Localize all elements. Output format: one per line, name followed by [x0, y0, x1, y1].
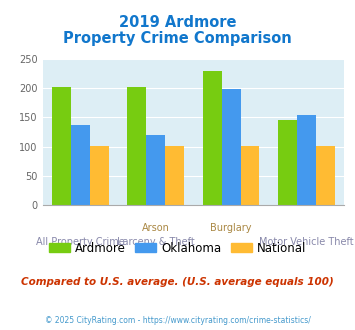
Bar: [165, 146, 184, 205]
Text: Property Crime Comparison: Property Crime Comparison: [63, 31, 292, 46]
Bar: [241, 146, 260, 205]
Text: Arson: Arson: [142, 223, 170, 233]
Bar: [71, 125, 90, 205]
Text: Burglary: Burglary: [211, 223, 252, 233]
Bar: [278, 120, 297, 205]
Bar: [52, 87, 71, 205]
Legend: Ardmore, Oklahoma, National: Ardmore, Oklahoma, National: [44, 237, 311, 259]
Bar: [127, 87, 146, 205]
Text: Motor Vehicle Theft: Motor Vehicle Theft: [259, 237, 354, 247]
Text: © 2025 CityRating.com - https://www.cityrating.com/crime-statistics/: © 2025 CityRating.com - https://www.city…: [45, 315, 310, 325]
Text: Larceny & Theft: Larceny & Theft: [117, 237, 195, 247]
Bar: [146, 136, 165, 205]
Text: Compared to U.S. average. (U.S. average equals 100): Compared to U.S. average. (U.S. average …: [21, 277, 334, 287]
Bar: [297, 115, 316, 205]
Bar: [222, 89, 241, 205]
Text: All Property Crime: All Property Crime: [36, 237, 125, 247]
Text: 2019 Ardmore: 2019 Ardmore: [119, 15, 236, 30]
Bar: [316, 146, 335, 205]
Bar: [90, 146, 109, 205]
Bar: [203, 71, 222, 205]
